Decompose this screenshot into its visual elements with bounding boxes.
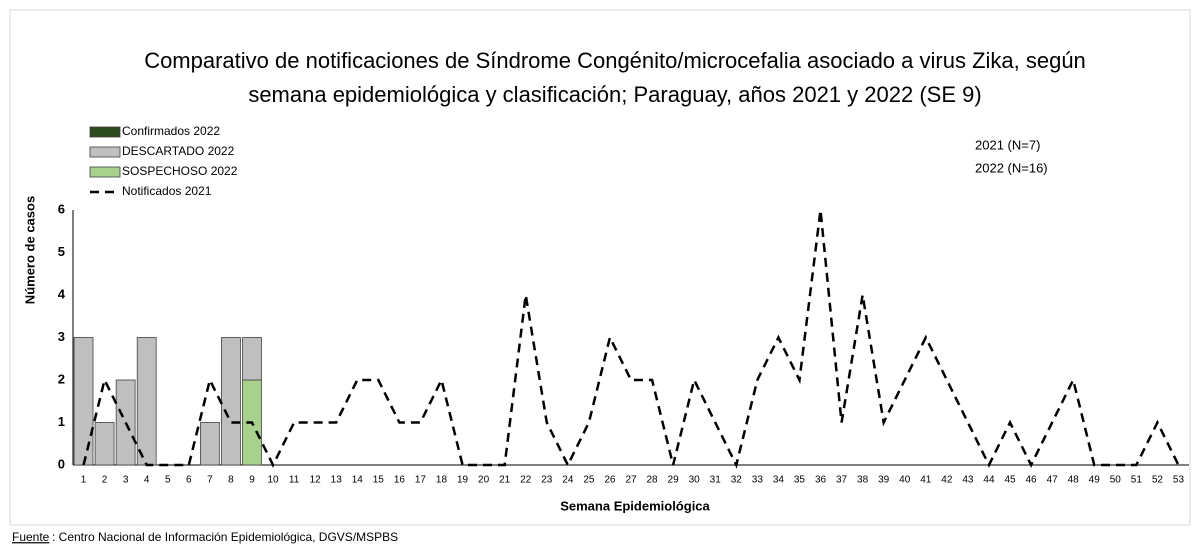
x-tick-label: 14 [352, 475, 364, 486]
legend-swatch [89, 166, 121, 178]
x-tick-label: 31 [710, 475, 722, 486]
y-tick-label: 4 [58, 286, 66, 301]
x-tick-label: 48 [1068, 475, 1080, 486]
x-tick-label: 20 [478, 475, 490, 486]
x-tick-label: 10 [267, 475, 279, 486]
x-tick-label: 44 [983, 475, 995, 486]
x-tick-label: 42 [941, 475, 953, 486]
x-tick-label: 7 [207, 475, 213, 486]
x-tick-label: 15 [373, 475, 385, 486]
x-tick-label: 52 [1152, 475, 1164, 486]
x-tick-label: 17 [415, 475, 427, 486]
x-tick-label: 6 [186, 475, 192, 486]
x-tick-label: 36 [815, 475, 827, 486]
y-tick-label: 1 [58, 414, 65, 429]
x-tick-label: 43 [962, 475, 974, 486]
x-tick-label: 45 [1004, 475, 1016, 486]
bar [73, 337, 94, 466]
x-tick-label: 26 [604, 475, 616, 486]
x-tick-label: 37 [836, 475, 848, 486]
y-tick-label: 3 [58, 329, 65, 344]
x-tick-label: 29 [668, 475, 680, 486]
x-tick-label: 5 [165, 475, 171, 486]
x-tick-label: 30 [689, 475, 701, 486]
x-tick-label: 21 [499, 475, 511, 486]
annotation: 2021 (N=7) [975, 137, 1040, 152]
x-tick-label: 34 [773, 475, 785, 486]
x-tick-label: 24 [562, 475, 574, 486]
x-tick-label: 28 [646, 475, 658, 486]
chart-title: Comparativo de notificaciones de Síndrom… [144, 48, 1086, 73]
bar [199, 422, 220, 466]
x-tick-label: 8 [228, 475, 234, 486]
x-tick-label: 22 [520, 475, 532, 486]
legend-swatch [89, 126, 121, 138]
x-tick-label: 27 [625, 475, 637, 486]
y-tick-label: 5 [58, 244, 65, 259]
x-tick-label: 39 [878, 475, 890, 486]
x-tick-label: 18 [436, 475, 448, 486]
legend-swatch [89, 146, 121, 158]
bar [115, 379, 136, 466]
x-tick-label: 53 [1173, 475, 1185, 486]
x-tick-label: 33 [752, 475, 764, 486]
x-tick-label: 19 [457, 475, 469, 486]
source-label: Fuente [12, 530, 50, 544]
x-tick-label: 12 [310, 475, 322, 486]
line [82, 209, 1180, 469]
x-tick-label: 23 [541, 475, 553, 486]
x-tick-label: 41 [920, 475, 932, 486]
x-axis-label: Semana Epidemiológica [560, 498, 710, 513]
x-tick-label: 49 [1089, 475, 1101, 486]
x-tick-label: 11 [289, 475, 300, 486]
bar [94, 422, 115, 466]
y-axis-label: Número de casos [22, 196, 37, 304]
x-tick-label: 4 [144, 475, 150, 486]
bar [242, 337, 262, 381]
legend-label: Confirmados 2022 [122, 124, 220, 138]
y-tick-label: 6 [58, 201, 65, 216]
y-tick-label: 0 [58, 456, 65, 471]
source: : Centro Nacional de Información Epidemi… [52, 530, 398, 544]
x-tick-label: 9 [249, 475, 255, 486]
x-tick-label: 47 [1047, 475, 1059, 486]
legend-label: Notificados 2021 [122, 184, 212, 198]
x-tick-label: 25 [583, 475, 595, 486]
legend-label: SOSPECHOSO 2022 [122, 164, 238, 178]
legend-label: DESCARTADO 2022 [122, 144, 235, 158]
x-tick-label: 51 [1131, 475, 1143, 486]
y-tick-label: 2 [58, 371, 65, 386]
x-tick-label: 50 [1110, 475, 1122, 486]
x-tick-label: 13 [331, 475, 343, 486]
chart-title: semana epidemiológica y clasificación; P… [248, 82, 981, 107]
x-tick-label: 40 [899, 475, 911, 486]
x-tick-label: 16 [394, 475, 406, 486]
x-tick-label: 32 [731, 475, 743, 486]
x-tick-label: 38 [857, 475, 869, 486]
x-tick-label: 46 [1026, 475, 1038, 486]
x-tick-label: 2 [102, 475, 108, 486]
bar [136, 337, 157, 466]
annotation: 2022 (N=16) [975, 160, 1048, 175]
bar [221, 337, 241, 466]
x-tick-label: 1 [81, 475, 87, 486]
x-tick-label: 3 [123, 475, 129, 486]
x-tick-label: 35 [794, 475, 806, 486]
